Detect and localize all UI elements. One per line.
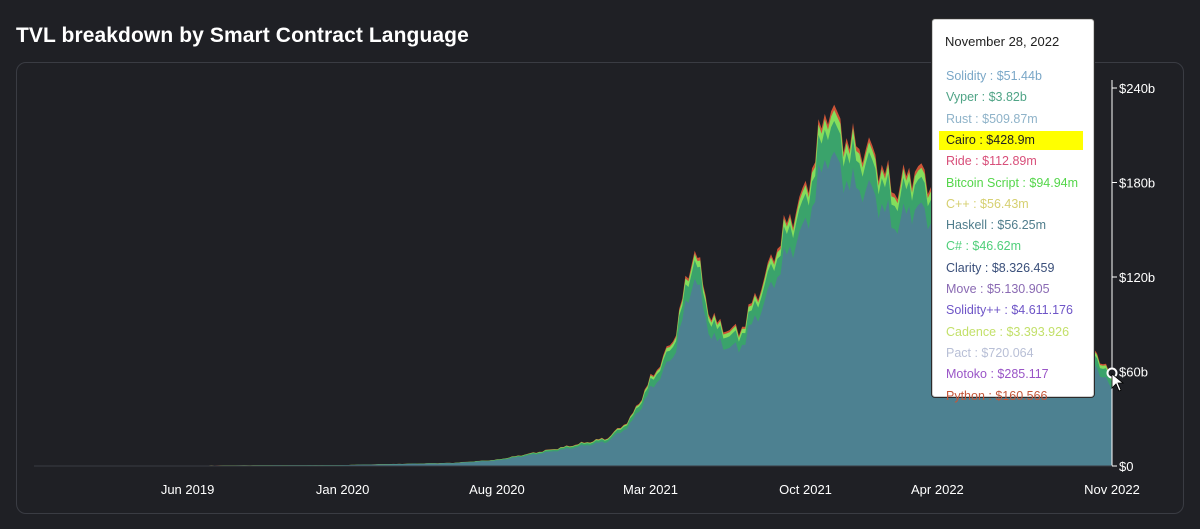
tooltip-entry: Clarity : $8.326.459 xyxy=(946,260,1055,275)
y-tick-label: $180b xyxy=(1119,176,1155,191)
tooltip-entry: Motoko : $285.117 xyxy=(946,367,1049,382)
tooltip-entry: Solidity : $51.44b xyxy=(946,69,1042,83)
y-tick-label: $240b xyxy=(1119,81,1155,96)
hover-marker xyxy=(1106,367,1125,392)
tooltip-entry: Vyper : $3.82b xyxy=(946,90,1027,105)
x-tick-label: Jan 2020 xyxy=(316,482,370,497)
tooltip-entry: Haskell : $56.25m xyxy=(946,218,1047,233)
x-tick-label: Mar 2021 xyxy=(623,482,678,497)
y-axis-ticks: $240b $180b $120b $60b $0 xyxy=(1112,81,1155,474)
tooltip-entry: Bitcoin Script : $94.94m xyxy=(946,175,1079,190)
chart-title: TVL breakdown by Smart Contract Language xyxy=(16,24,469,47)
area-layers xyxy=(34,104,1112,467)
tooltip-entry: C# : $46.62m xyxy=(946,239,1022,254)
cursor-icon xyxy=(1111,373,1125,392)
tooltip-entry: Python : $160.566 xyxy=(946,388,1048,403)
x-axis-ticks: Jun 2019 Jan 2020 Aug 2020 Mar 2021 Oct 2021… xyxy=(161,482,1140,497)
tooltip-entry: Pact : $720.064 xyxy=(946,345,1034,360)
area-layer-main xyxy=(34,151,1112,466)
tooltip-entry: Solidity++ : $4.611.176 xyxy=(946,303,1073,318)
x-tick-label: Jun 2019 xyxy=(161,482,215,497)
y-tick-label: $120b xyxy=(1119,270,1155,285)
tooltip-date: November 28, 2022 xyxy=(945,34,1060,49)
tooltip-entry: C++ : $56.43m xyxy=(946,196,1029,211)
y-tick-label: $0 xyxy=(1119,459,1133,474)
x-tick-label: Nov 2022 xyxy=(1084,482,1140,497)
x-tick-label: Oct 2021 xyxy=(779,482,832,497)
hover-tooltip: November 28, 2022 Solidity : $51.44b Vype… xyxy=(931,18,1095,403)
tooltip-entry: Rust : $509.87m xyxy=(946,111,1038,126)
tooltip-entry: Cairo : $428.9m xyxy=(939,130,1083,150)
x-tick-label: Apr 2022 xyxy=(911,482,964,497)
x-tick-label: Aug 2020 xyxy=(469,482,525,497)
tooltip-entry: Cadence : $3.393.926 xyxy=(946,324,1070,339)
tooltip-entry: Ride : $112.89m xyxy=(946,154,1037,169)
tooltip-entry: Move : $5.130.905 xyxy=(946,282,1050,296)
y-tick-label: $60b xyxy=(1119,365,1148,380)
